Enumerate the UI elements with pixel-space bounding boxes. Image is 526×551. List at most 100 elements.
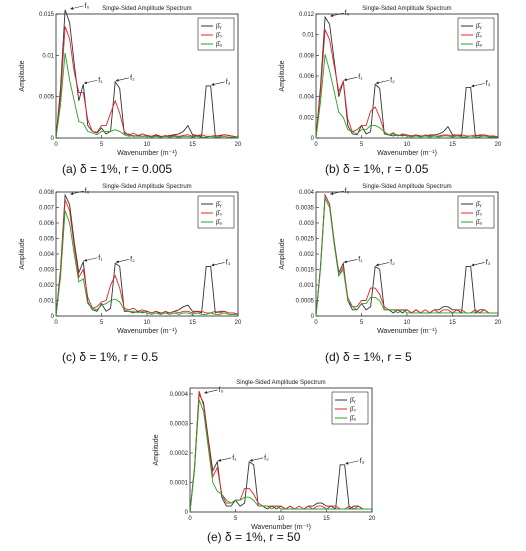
- series-line-2: [315, 29, 499, 139]
- peak-label-3: f₃: [226, 259, 231, 266]
- series-line-2: [55, 199, 239, 317]
- chart-title: Single-Sided Amplitude Spectrum: [102, 184, 191, 190]
- series-line-3: [55, 210, 238, 317]
- peak-label-3: f₃: [360, 458, 365, 465]
- peak-arrow: [217, 457, 232, 462]
- series-line-3: [315, 54, 498, 139]
- peak-arrow: [375, 262, 390, 267]
- legend-label-2: β̂₀: [476, 33, 482, 39]
- x-tick-label: 20: [235, 142, 242, 148]
- caption-d: (d) δ = 1%, r = 5: [325, 350, 412, 364]
- y-tick-label: 0: [185, 510, 189, 516]
- x-axis-label: Wavenumber (m⁻¹): [251, 524, 311, 531]
- peak-label-1: f₁: [232, 455, 237, 462]
- y-tick-label: 0.012: [299, 12, 315, 18]
- series-line-3: [55, 52, 238, 139]
- x-axis-label: Wavenumber (m⁻¹): [117, 328, 177, 335]
- y-tick-label: 0.002: [299, 252, 315, 258]
- y-axis-label: Amplitude: [279, 238, 286, 269]
- x-tick-label: 20: [495, 142, 502, 148]
- legend-label-3: β̂ₐ: [216, 42, 222, 48]
- y-axis-label: Amplitude: [19, 238, 26, 269]
- y-axis-label: Amplitude: [153, 434, 160, 465]
- legend-box: [197, 17, 235, 51]
- y-axis-label: Amplitude: [19, 60, 26, 91]
- chart-title: Single-Sided Amplitude Spectrum: [236, 380, 325, 386]
- y-tick-label: 0.0001: [170, 480, 189, 486]
- caption-c: (c) δ = 1%, r = 0.5: [62, 350, 159, 364]
- peak-arrow: [204, 389, 218, 394]
- peak-arrow: [211, 81, 225, 86]
- y-tick-label: 0.003: [39, 268, 55, 274]
- peak-label-2: f₂: [130, 256, 135, 263]
- y-tick-label: 0: [51, 136, 55, 142]
- y-tick-label: 0.002: [39, 283, 55, 289]
- x-tick-label: 5: [100, 320, 104, 326]
- legend-box: [197, 195, 235, 229]
- caption-e: (e) δ = 1%, r = 50: [207, 530, 301, 544]
- chart-title: Single-Sided Amplitude Spectrum: [362, 6, 451, 12]
- x-tick-label: 15: [189, 320, 196, 326]
- y-tick-label: 0.0015: [296, 268, 315, 274]
- y-tick-label: 0.003: [299, 221, 315, 227]
- legend-label-2: β̂₀: [476, 211, 482, 217]
- peak-arrow: [343, 76, 358, 82]
- y-tick-label: 0.001: [39, 299, 55, 305]
- y-axis-label: Amplitude: [279, 60, 286, 91]
- peak-arrow: [330, 12, 344, 17]
- y-tick-label: 0: [311, 136, 315, 142]
- y-tick-label: 0.008: [39, 190, 55, 196]
- peak-label-1: f₁: [98, 255, 103, 262]
- y-tick-label: 0.006: [299, 74, 315, 80]
- caption-b: (b) δ = 1%, r = 0.05: [325, 162, 429, 176]
- spectrum-chart-c: Single-Sided Amplitude Spectrum 0 5 10 15 20 0…: [19, 184, 242, 335]
- legend-label-3: β̂ₐ: [476, 220, 482, 226]
- y-tick-label: 0.004: [299, 190, 315, 196]
- series-line-2: [55, 26, 239, 139]
- x-tick-label: 15: [449, 320, 456, 326]
- x-tick-label: 20: [235, 320, 242, 326]
- legend-box: [331, 391, 369, 425]
- peak-arrow: [471, 262, 485, 267]
- legend-label-1: β̂ᵧ: [476, 24, 481, 30]
- x-tick-label: 5: [234, 516, 238, 522]
- y-tick-label: 0.0003: [170, 421, 189, 427]
- legend-label-3: β̂ₐ: [216, 220, 222, 226]
- x-tick-label: 10: [278, 516, 285, 522]
- y-tick-label: 0.0004: [170, 392, 189, 398]
- x-tick-label: 0: [188, 516, 192, 522]
- peak-arrow: [83, 257, 98, 262]
- y-tick-label: 0.004: [39, 252, 55, 258]
- peak-label-2: f₂: [390, 77, 395, 84]
- peak-label-0: f₀: [345, 10, 350, 17]
- peak-label-0: f₀: [85, 188, 90, 195]
- legend-label-3: β̂ₐ: [476, 42, 482, 48]
- y-tick-label: 0.0035: [296, 206, 315, 212]
- chart-title: Single-Sided Amplitude Spectrum: [362, 184, 451, 190]
- x-tick-label: 0: [54, 320, 58, 326]
- legend-label-1: β̂ᵧ: [216, 202, 221, 208]
- peak-arrow: [249, 457, 264, 462]
- spectrum-chart-d: Single-Sided Amplitude Spectrum 0 5 10 15 20 0…: [279, 184, 502, 335]
- y-tick-label: 0: [311, 314, 315, 320]
- x-tick-label: 5: [100, 142, 104, 148]
- legend-label-3: β̂ₐ: [350, 416, 356, 422]
- peak-arrow: [330, 190, 344, 195]
- x-axis-label: Wavenumber (m⁻¹): [377, 328, 437, 335]
- legend-label-2: β̂₀: [216, 33, 222, 39]
- x-tick-label: 5: [360, 142, 364, 148]
- x-tick-label: 10: [144, 320, 151, 326]
- spectrum-chart-a: Single-Sided Amplitude Spectrum 0 5 10 15 20 0…: [19, 3, 242, 157]
- peak-arrow: [70, 190, 84, 195]
- legend-label-1: β̂ᵧ: [350, 398, 355, 404]
- peak-label-0: f₀: [219, 387, 224, 394]
- peak-label-3: f₃: [486, 80, 491, 87]
- x-tick-label: 0: [314, 142, 318, 148]
- peak-arrow: [115, 77, 130, 82]
- y-tick-label: 0.004: [299, 95, 315, 101]
- legend-label-2: β̂₀: [350, 407, 356, 413]
- x-tick-label: 20: [495, 320, 502, 326]
- y-tick-label: 0.006: [39, 221, 55, 227]
- x-tick-label: 0: [314, 320, 318, 326]
- peak-arrow: [211, 262, 225, 267]
